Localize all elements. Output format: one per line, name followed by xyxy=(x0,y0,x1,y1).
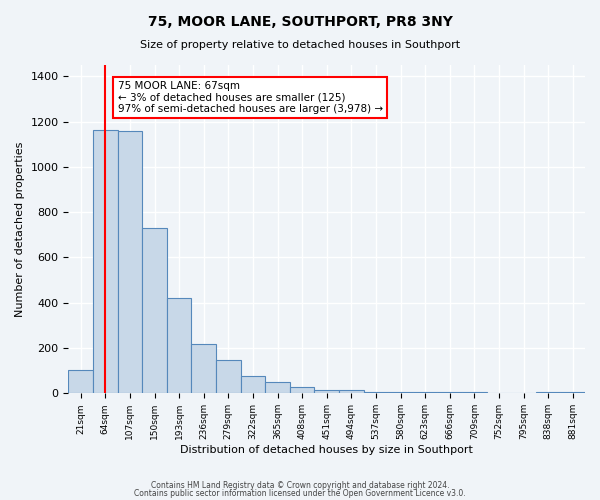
Bar xyxy=(388,392,413,394)
Bar xyxy=(339,390,364,394)
Bar xyxy=(265,382,290,394)
Bar xyxy=(68,370,93,394)
Bar xyxy=(290,386,314,394)
Y-axis label: Number of detached properties: Number of detached properties xyxy=(15,142,25,317)
Text: Contains public sector information licensed under the Open Government Licence v3: Contains public sector information licen… xyxy=(134,488,466,498)
Bar xyxy=(142,228,167,394)
Text: 75, MOOR LANE, SOUTHPORT, PR8 3NY: 75, MOOR LANE, SOUTHPORT, PR8 3NY xyxy=(148,15,452,29)
Bar xyxy=(437,392,462,394)
Text: Contains HM Land Registry data © Crown copyright and database right 2024.: Contains HM Land Registry data © Crown c… xyxy=(151,481,449,490)
Bar xyxy=(536,392,560,394)
Bar xyxy=(93,130,118,394)
Text: 75 MOOR LANE: 67sqm
← 3% of detached houses are smaller (125)
97% of semi-detach: 75 MOOR LANE: 67sqm ← 3% of detached hou… xyxy=(118,81,383,114)
Bar xyxy=(314,390,339,394)
Bar xyxy=(118,130,142,394)
Bar xyxy=(560,392,585,394)
Bar xyxy=(241,376,265,394)
Bar xyxy=(413,392,437,394)
Text: Size of property relative to detached houses in Southport: Size of property relative to detached ho… xyxy=(140,40,460,50)
Bar xyxy=(191,344,216,394)
Bar xyxy=(167,298,191,394)
Bar xyxy=(216,360,241,394)
X-axis label: Distribution of detached houses by size in Southport: Distribution of detached houses by size … xyxy=(180,445,473,455)
Bar xyxy=(364,392,388,394)
Bar xyxy=(462,392,487,394)
